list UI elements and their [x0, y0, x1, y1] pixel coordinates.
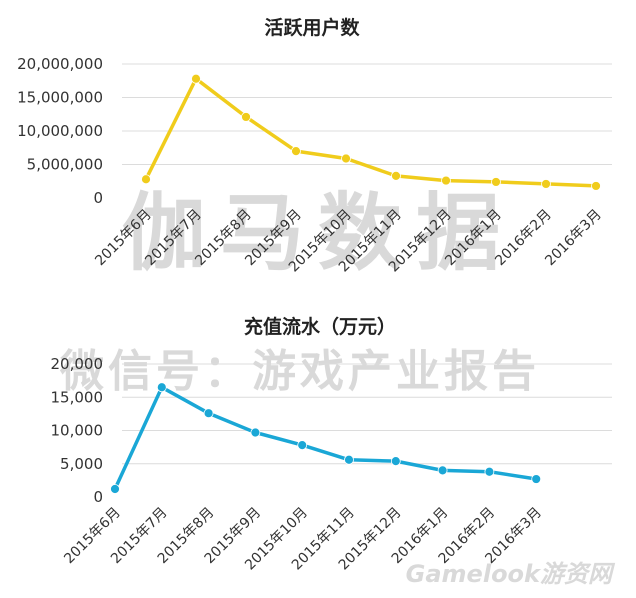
y-tick-label: 5,000,000: [27, 156, 103, 174]
data-point: [291, 146, 301, 157]
data-point: [241, 112, 251, 122]
data-point: [341, 153, 351, 164]
data-point: [491, 177, 501, 187]
data-point: [156, 382, 167, 393]
y-tick-label: 20,000: [51, 355, 104, 373]
data-point: [344, 454, 354, 465]
y-tick-label: 20,000,000: [17, 55, 103, 73]
active-users-chart: 活跃用户数 0 5,000,000 10,000,000 15,000,000 20,0…: [17, 16, 612, 275]
y-tick-label: 15,000: [51, 388, 104, 406]
data-point: [437, 465, 448, 476]
data-point: [390, 456, 401, 466]
data-point: [541, 179, 551, 189]
y-tick-label: 15,000,000: [17, 89, 103, 107]
y-tick-label: 10,000,000: [17, 122, 103, 140]
y-tick-label: 0: [93, 189, 103, 207]
data-point: [297, 440, 308, 451]
series-line: [110, 382, 542, 494]
y-tick-label: 0: [93, 488, 103, 506]
series-line: [141, 73, 601, 191]
data-point: [250, 427, 261, 438]
data-point: [203, 408, 214, 419]
series-line-path: [113, 385, 538, 491]
series-line-path: [144, 76, 598, 188]
data-point: [484, 466, 495, 477]
watermark-large: 伽马数据: [122, 184, 514, 282]
y-tick-label: 10,000: [51, 422, 104, 440]
data-point: [591, 181, 601, 191]
data-point: [391, 170, 401, 181]
data-point: [191, 73, 201, 84]
y-axis-ticks: 0 5,000,000 10,000,000 15,000,000 20,000,000: [17, 55, 103, 207]
data-point: [441, 175, 451, 186]
watermark-layer: 伽马数据 微信号：游戏产业报告 Gamelook游资网: [59, 184, 616, 588]
y-axis-ticks: 0 5,000 10,000 15,000 20,000: [51, 355, 104, 506]
chart-title: 活跃用户数: [264, 16, 360, 39]
watermark-site: Gamelook游资网: [406, 560, 616, 588]
gridlines: [122, 363, 612, 465]
data-point: [141, 174, 151, 185]
watermark-wechat: 微信号：游戏产业报告: [59, 346, 540, 397]
data-point: [531, 474, 542, 484]
chart-title: 充值流水（万元）: [244, 315, 396, 338]
y-tick-label: 5,000: [60, 455, 103, 473]
gridlines: [122, 63, 612, 165]
data-point: [110, 484, 120, 494]
